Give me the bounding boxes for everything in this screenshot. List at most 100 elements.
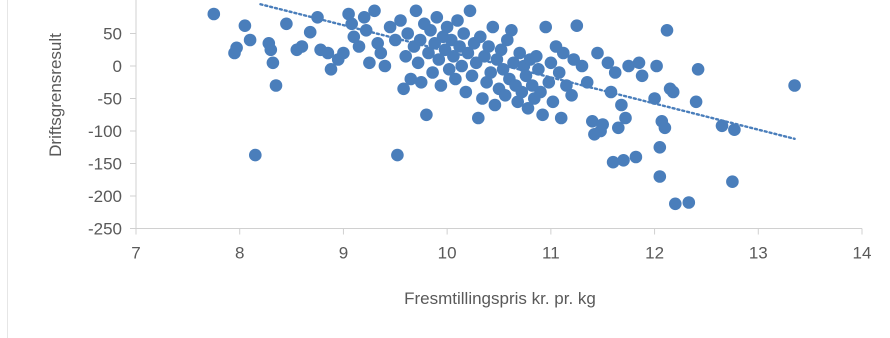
data-point [494, 43, 508, 57]
x-tick-label: 8 [235, 244, 244, 263]
data-point [669, 197, 682, 211]
data-point [399, 50, 413, 63]
data-point [658, 121, 672, 135]
data-point [560, 79, 573, 92]
data-point [264, 43, 278, 57]
data-point [484, 66, 498, 79]
data-point [230, 41, 243, 55]
data-point [648, 92, 661, 105]
data-point [498, 89, 512, 102]
data-point [480, 76, 493, 89]
data-point [726, 175, 739, 188]
data-point [619, 111, 632, 125]
data-point [570, 19, 584, 32]
data-point [368, 4, 381, 18]
data-point [472, 111, 485, 125]
data-point [374, 46, 388, 60]
data-point [542, 76, 556, 89]
data-point [575, 59, 589, 73]
data-point [474, 30, 487, 44]
y-tick-label: -150 [88, 155, 122, 174]
data-point [689, 95, 703, 109]
data-point [606, 155, 620, 169]
data-point [532, 63, 545, 76]
data-point [449, 72, 462, 86]
data-point [404, 72, 418, 86]
data-point [554, 111, 568, 125]
data-point [463, 4, 477, 18]
data-point [612, 121, 625, 135]
data-point [496, 63, 510, 76]
data-point [608, 66, 622, 79]
data-point [342, 7, 355, 21]
x-tick-label: 7 [131, 244, 140, 263]
data-point [666, 85, 680, 99]
y-tick-label: -200 [88, 187, 122, 206]
data-point [363, 56, 376, 70]
data-point [482, 40, 495, 53]
x-tick-label: 11 [542, 244, 560, 263]
data-point [459, 85, 473, 99]
data-point [629, 150, 643, 164]
y-tick-label: -50 [97, 90, 122, 109]
data-point [465, 69, 479, 83]
data-point [728, 123, 741, 136]
data-point [653, 141, 667, 154]
data-point [249, 148, 262, 162]
y-tick-label: -250 [88, 220, 122, 239]
data-point [266, 56, 280, 70]
data-point [530, 50, 543, 63]
data-point [457, 27, 471, 40]
data-point [536, 108, 549, 122]
data-point [682, 196, 696, 209]
data-point [442, 63, 456, 76]
data-point [650, 59, 663, 73]
data-point [653, 170, 667, 183]
data-point [391, 148, 404, 162]
x-tick-label: 12 [645, 244, 664, 263]
data-point [422, 46, 435, 60]
data-point [352, 40, 366, 53]
data-point [409, 4, 423, 18]
data-point [501, 33, 514, 47]
data-point [544, 56, 558, 70]
trendline-group [259, 3, 796, 141]
data-point [539, 20, 552, 34]
data-point [321, 46, 335, 60]
y-axis-title: Driftsgrensresult [46, 33, 65, 157]
data-point [455, 59, 469, 73]
data-point [505, 24, 518, 37]
data-point [788, 79, 801, 92]
data-point [424, 24, 437, 37]
data-point [426, 66, 439, 79]
data-point [378, 59, 392, 73]
data-point [521, 102, 535, 115]
data-point [414, 76, 428, 89]
data-point [430, 10, 444, 24]
data-point [486, 20, 500, 34]
data-point [635, 69, 649, 83]
y-tick-label: 50 [103, 25, 122, 44]
data-point [617, 154, 630, 167]
data-point [632, 56, 646, 70]
data-point [243, 33, 257, 47]
data-point [552, 66, 566, 79]
data-point [596, 118, 609, 131]
data-point [615, 98, 628, 112]
data-point [207, 7, 221, 21]
data-point [295, 40, 309, 53]
data-point [507, 56, 520, 70]
data-point [432, 53, 446, 66]
data-point [359, 24, 373, 37]
axes-group: 7 8 9 10 11 12 13 14 50 0 -50 -100 -150 -200 -250 [88, 0, 871, 263]
data-point [451, 14, 464, 27]
x-tick-label: 14 [853, 244, 872, 263]
left-border-rule [7, 0, 8, 338]
data-point [513, 46, 526, 60]
data-point [397, 82, 410, 96]
data-point [347, 30, 361, 44]
data-point [488, 98, 502, 112]
data-point [660, 24, 674, 37]
